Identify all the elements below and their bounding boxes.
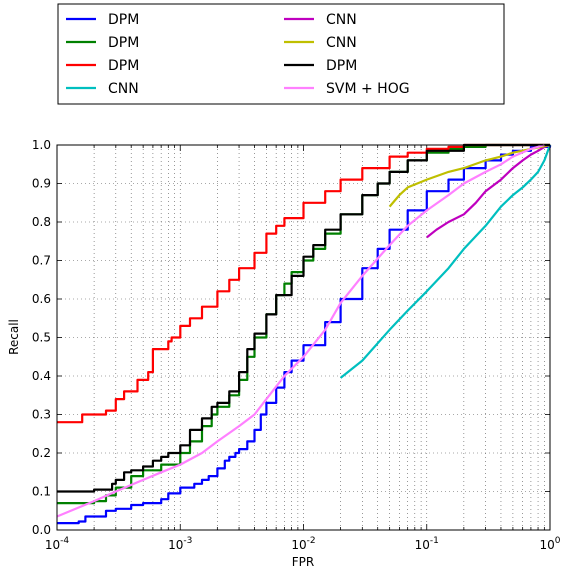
y-tick-label: 0.9 (32, 177, 51, 191)
series-line-3 (57, 143, 550, 424)
y-tick-label: 0.0 (32, 523, 51, 537)
legend-label: DPM (108, 35, 139, 51)
legend-label: DPM (326, 58, 357, 74)
y-tick-label: 0.5 (32, 331, 51, 345)
x-tick-label: 10-1 (415, 536, 439, 552)
x-tick-label: 10-3 (168, 536, 192, 552)
series-layer (56, 143, 552, 525)
y-axis-label: Recall (7, 319, 21, 355)
y-tick-label: 0.6 (32, 292, 51, 306)
x-tick-label: 100 (539, 536, 560, 552)
y-tick-label: 0.1 (32, 485, 51, 499)
x-tick-label: 10-2 (291, 536, 315, 552)
series-line-1 (57, 145, 552, 525)
series-line-5 (426, 143, 551, 239)
x-tick-label: 10-4 (45, 536, 70, 552)
y-tick-label: 0.2 (32, 446, 51, 460)
y-tick-label: 0.4 (32, 369, 51, 383)
y-tick-label: 0.3 (32, 408, 51, 422)
legend-frame (57, 3, 505, 105)
legend-label: SVM + HOG (326, 81, 410, 97)
series-line-4 (339, 144, 552, 379)
legend-label: CNN (108, 81, 139, 97)
axis-ticks: 0.0 0.1 0.2 0.3 0.4 0.5 0.6 0.7 0.8 0.9 1.0 10-4 10-… (32, 138, 561, 552)
y-tick-label: 1.0 (32, 138, 51, 152)
legend-label: CNN (326, 12, 357, 28)
series-line-8 (56, 143, 545, 518)
y-tick-label: 0.8 (32, 215, 51, 229)
legend-label: CNN (326, 35, 357, 51)
legend: DPM DPM DPM CNN CNN CNN DPM SVM + HOG (57, 3, 505, 105)
legend-label: DPM (108, 12, 139, 28)
series-line-7 (57, 143, 550, 493)
x-axis-label: FPR (292, 555, 314, 569)
series-line-6 (388, 143, 551, 208)
legend-entries: DPM DPM DPM CNN CNN CNN DPM SVM + HOG (66, 12, 410, 97)
y-tick-label: 0.7 (32, 254, 51, 268)
legend-label: DPM (108, 58, 139, 74)
plot-frame (56, 144, 551, 531)
